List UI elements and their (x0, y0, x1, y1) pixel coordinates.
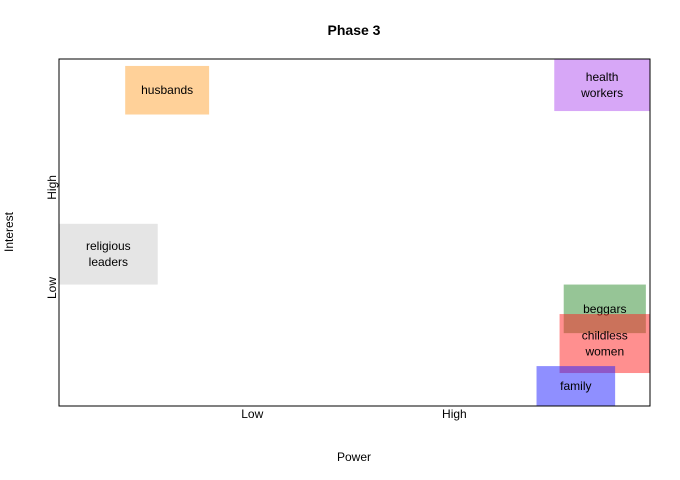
stakeholder-label-childless-women: childless (582, 329, 628, 343)
plot-area (58, 58, 651, 407)
x-axis-title: Power (337, 450, 371, 464)
stakeholder-religious-leaders: religious leaders (59, 223, 158, 285)
stakeholder-label-childless-women: women (584, 345, 624, 359)
x-tick-label-high: High (442, 407, 467, 421)
y-tick-label-high: High (45, 175, 59, 200)
y-tick-label-low: Low (45, 277, 59, 299)
stakeholder-box-husbands (125, 65, 210, 115)
stakeholder-husbands: husbands (125, 65, 210, 115)
stakeholder-box-family (536, 366, 616, 406)
y-axis-title: Interest (2, 211, 16, 252)
stakeholder-health-workers: health workers (554, 59, 650, 112)
stakeholder-label-beggars: beggars (583, 302, 626, 316)
stakeholder-label-health-workers: health (586, 70, 619, 84)
y-tick-labels: Low High (45, 175, 59, 299)
stakeholder-label-family: family (560, 379, 591, 393)
chart-title: Phase 3 (328, 22, 381, 38)
stakeholder-childless-women: childless women (559, 314, 650, 374)
stakeholder-label-health-workers: workers (580, 86, 623, 100)
stakeholder-label-religious-leaders: leaders (89, 255, 128, 269)
stakeholder-boxes: husbands health workers religious leaders beg… (59, 59, 650, 406)
stakeholder-label-religious-leaders: religious (86, 239, 131, 253)
stakeholder-box-childless-women (559, 314, 650, 374)
stakeholder-label-husbands: husbands (141, 83, 193, 97)
stakeholder-box-health-workers (554, 59, 650, 112)
stakeholder-family: family (536, 366, 616, 406)
x-tick-label-low: Low (241, 407, 263, 421)
x-tick-labels: Low High (241, 407, 466, 421)
stakeholder-box-religious-leaders (59, 223, 158, 285)
